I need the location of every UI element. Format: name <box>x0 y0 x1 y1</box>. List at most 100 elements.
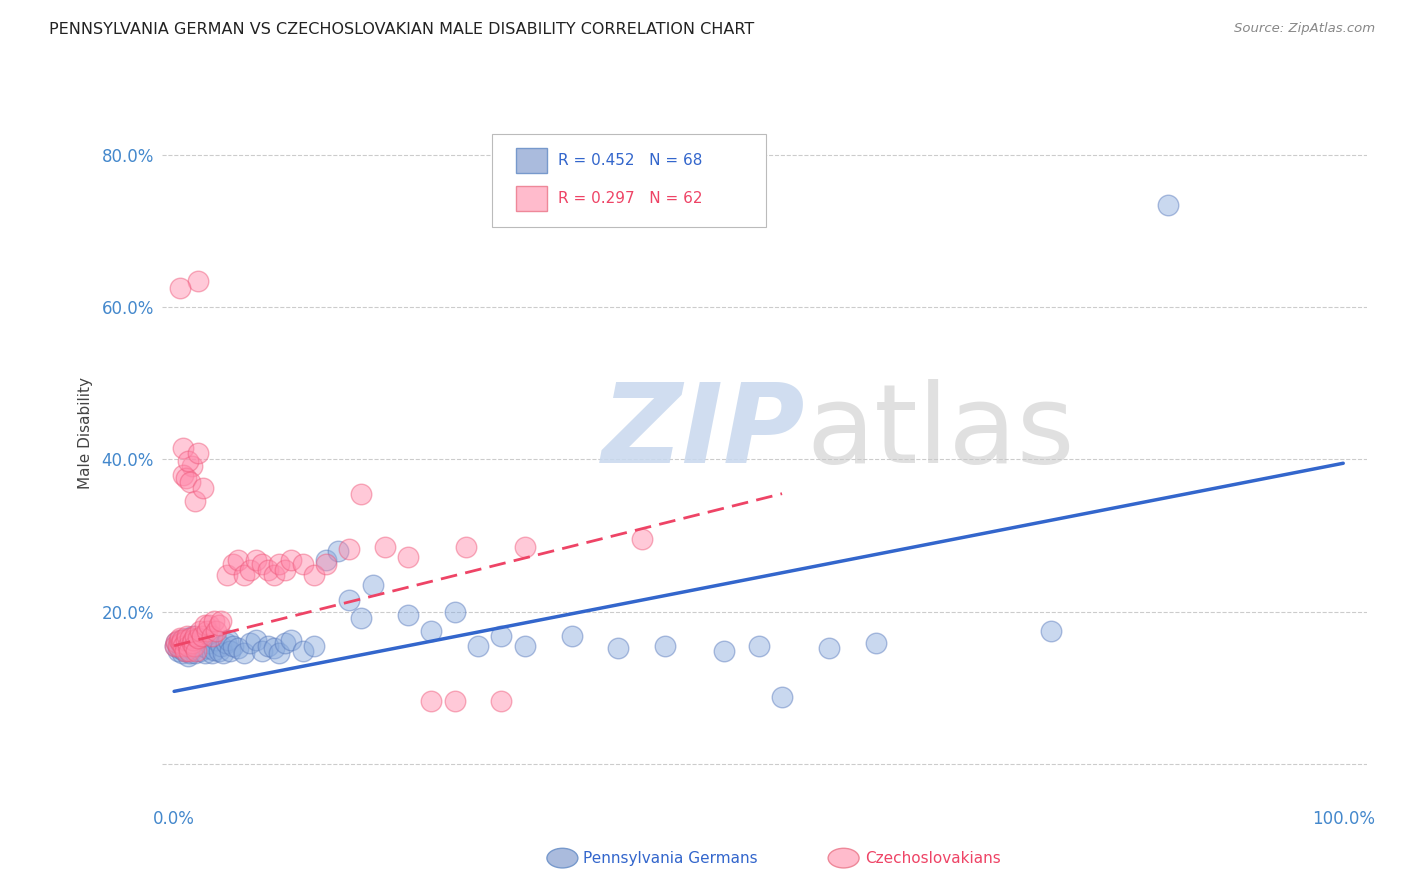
Point <box>456 540 478 554</box>
Point <box>195 640 218 655</box>
Point <box>250 558 273 572</box>
Point <box>263 640 285 655</box>
Point <box>202 614 225 628</box>
Point <box>561 629 583 643</box>
Point <box>228 640 250 655</box>
Point <box>291 644 314 658</box>
Point <box>174 471 197 485</box>
Point <box>291 558 314 572</box>
Point <box>172 441 194 455</box>
Point <box>198 636 221 650</box>
Point <box>315 553 337 567</box>
Point <box>865 636 887 650</box>
Point <box>207 618 229 632</box>
Point <box>350 486 373 500</box>
Point <box>654 639 676 653</box>
Point <box>169 281 191 295</box>
Point <box>188 624 211 638</box>
Point <box>180 636 202 650</box>
Point <box>280 553 302 567</box>
Point <box>172 646 194 660</box>
Point <box>212 646 235 660</box>
Text: R = 0.297   N = 62: R = 0.297 N = 62 <box>558 192 703 206</box>
Point <box>180 640 202 655</box>
Point <box>221 639 243 653</box>
Point <box>176 629 198 643</box>
Text: Czechoslovakians: Czechoslovakians <box>865 851 1001 865</box>
Point <box>513 540 536 554</box>
Point <box>165 639 187 653</box>
Point <box>396 549 419 564</box>
Point <box>177 454 200 468</box>
Point <box>184 646 207 660</box>
Point <box>177 639 200 653</box>
Point <box>193 481 215 495</box>
Point <box>179 636 201 650</box>
Point <box>166 644 188 658</box>
Text: Source: ZipAtlas.com: Source: ZipAtlas.com <box>1234 22 1375 36</box>
Point <box>250 644 273 658</box>
Point <box>607 640 630 655</box>
Point <box>167 633 190 648</box>
Point <box>280 633 302 648</box>
Point <box>443 605 465 619</box>
Point <box>256 639 278 653</box>
Point <box>170 636 193 650</box>
Point <box>239 636 262 650</box>
Point <box>269 646 291 660</box>
Point <box>193 618 215 632</box>
Point <box>304 639 326 653</box>
Point <box>217 633 239 648</box>
Text: R = 0.452   N = 68: R = 0.452 N = 68 <box>558 153 703 168</box>
Point <box>245 633 267 648</box>
Point <box>256 563 278 577</box>
Point <box>172 642 194 657</box>
Point <box>186 639 208 653</box>
Point <box>179 646 201 660</box>
Point <box>202 642 225 657</box>
Text: ZIP: ZIP <box>602 379 806 486</box>
Point <box>205 633 228 648</box>
Point <box>188 644 211 658</box>
Point <box>172 467 194 482</box>
Point <box>361 578 384 592</box>
Point <box>491 694 513 708</box>
Point <box>173 644 195 658</box>
Point <box>263 568 285 582</box>
Point <box>214 636 236 650</box>
Point <box>186 633 208 648</box>
Text: PENNSYLVANIA GERMAN VS CZECHOSLOVAKIAN MALE DISABILITY CORRELATION CHART: PENNSYLVANIA GERMAN VS CZECHOSLOVAKIAN M… <box>49 22 755 37</box>
Point <box>207 644 229 658</box>
Point <box>817 640 839 655</box>
Point <box>396 608 419 623</box>
Point <box>174 633 197 648</box>
Point <box>326 543 349 558</box>
Point <box>172 633 194 648</box>
Point <box>169 631 191 645</box>
Point <box>169 636 191 650</box>
Point <box>215 568 238 582</box>
Point <box>200 646 222 660</box>
Point <box>186 274 208 288</box>
Point <box>173 639 195 653</box>
Point <box>713 644 735 658</box>
Point <box>186 631 208 645</box>
Point <box>186 446 208 460</box>
Point <box>1039 624 1062 638</box>
Point <box>491 629 513 643</box>
Point <box>209 614 232 628</box>
Point <box>420 624 443 638</box>
Point <box>228 553 250 567</box>
Point <box>200 629 222 643</box>
Point <box>191 639 214 653</box>
Point <box>180 458 202 473</box>
Point <box>198 618 221 632</box>
Point <box>233 646 256 660</box>
Point <box>184 629 207 643</box>
Point <box>233 568 256 582</box>
Point <box>193 646 215 660</box>
Point <box>183 635 205 649</box>
Point <box>339 593 361 607</box>
Point <box>170 633 193 648</box>
Point <box>239 563 262 577</box>
